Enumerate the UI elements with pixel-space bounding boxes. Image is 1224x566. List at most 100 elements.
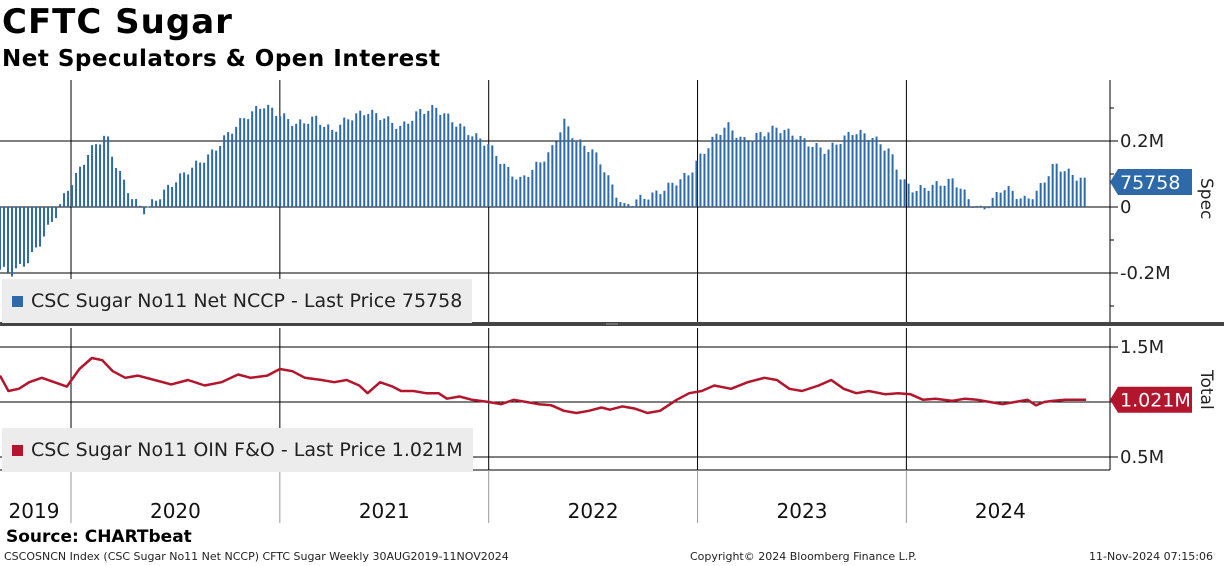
spec-bar <box>539 162 542 207</box>
spec-bar <box>375 113 378 207</box>
spec-bar <box>55 207 58 219</box>
spec-bar <box>599 164 602 207</box>
spec-bar <box>391 123 394 207</box>
spec-bar <box>27 207 30 264</box>
spec-bar <box>831 142 834 207</box>
spec-bar <box>843 135 846 207</box>
spec-bar <box>323 126 326 207</box>
spec-bar <box>7 207 10 273</box>
spec-bar <box>603 172 606 207</box>
spec-bar <box>591 149 594 207</box>
total-last-value-tag: 1.021M <box>1110 386 1192 413</box>
spec-bar <box>559 132 562 207</box>
spec-bar <box>991 197 994 207</box>
spec-bar <box>139 205 142 207</box>
spec-bar <box>791 135 794 207</box>
source-note: Source: CHARTbeat <box>6 527 192 547</box>
spec-bar <box>607 175 610 207</box>
spec-bar <box>1003 190 1006 207</box>
spec-bar <box>727 122 730 207</box>
spec-bar <box>335 131 338 207</box>
spec-bar <box>267 104 270 207</box>
spec-bar <box>311 116 314 207</box>
spec-bar <box>747 141 750 207</box>
spec-bar <box>75 172 78 207</box>
spec-bar <box>235 126 238 207</box>
spec-bar <box>1035 190 1038 207</box>
x-tick-label-1: 2020 <box>150 499 201 523</box>
spec-bar <box>35 207 38 248</box>
spec-bar <box>1039 182 1042 207</box>
spec-bar <box>987 207 990 209</box>
spec-bar <box>823 153 826 207</box>
spec-bar <box>203 162 206 207</box>
spec-bar <box>1019 198 1022 207</box>
spec-bar <box>919 185 922 207</box>
spec-bar <box>699 153 702 207</box>
spec-bar <box>851 135 854 207</box>
spec-bar <box>439 114 442 207</box>
spec-last-value-tag-text: 75758 <box>1120 172 1180 194</box>
spec-bar <box>907 183 910 207</box>
spec-bar <box>151 199 154 207</box>
spec-bar <box>839 143 842 207</box>
spec-bar <box>351 120 354 207</box>
spec-bar <box>543 161 546 207</box>
spec-bar <box>555 141 558 207</box>
spec-bar <box>107 136 110 207</box>
spec-bar <box>567 126 570 207</box>
spec-bar <box>291 125 294 207</box>
spec-bar <box>875 136 878 207</box>
spec-bar <box>415 111 418 207</box>
spec-bar <box>579 139 582 207</box>
spec-bar <box>715 133 718 207</box>
spec-bar <box>479 138 482 207</box>
spec-bar <box>495 156 498 207</box>
spec-bar <box>191 167 194 207</box>
x-tick-label-5: 2024 <box>975 499 1026 523</box>
spec-bar <box>175 182 178 207</box>
spec-bar <box>167 184 170 207</box>
spec-bar <box>663 190 666 207</box>
spec-bar <box>427 110 430 207</box>
spec-bar <box>227 132 230 207</box>
spec-bar <box>343 117 346 207</box>
spec-last-value-tag: 75758 <box>1110 168 1192 195</box>
spec-bar <box>499 163 502 207</box>
spec-bar <box>159 199 162 207</box>
spec-bar <box>1023 195 1026 207</box>
spec-bar <box>859 129 862 207</box>
spec-axis-title: Spec <box>1196 178 1216 220</box>
spec-bar <box>231 133 234 207</box>
x-tick-label-3: 2022 <box>568 499 619 523</box>
spec-bar <box>675 185 678 207</box>
spec-bar <box>251 111 254 207</box>
footer-index-info: CSCOSNCN Index (CSC Sugar No11 Net NCCP)… <box>4 550 509 563</box>
spec-bar <box>47 207 50 225</box>
spec-bar <box>959 188 962 207</box>
spec-bar <box>623 203 626 207</box>
spec-bar <box>475 133 478 207</box>
spec-bar <box>855 134 858 207</box>
spec-bar <box>983 207 986 210</box>
spec-bar <box>287 119 290 207</box>
spec-bar <box>1079 177 1082 207</box>
spec-bar <box>631 205 634 207</box>
spec-bar <box>23 207 26 267</box>
spec-bar <box>587 152 590 207</box>
spec-bar <box>511 176 514 207</box>
spec-bar <box>207 154 210 207</box>
spec-bar <box>327 124 330 207</box>
spec-bar <box>455 126 458 207</box>
spec-bar <box>751 140 754 207</box>
spec-bar <box>31 207 34 253</box>
spec-bar <box>19 207 22 264</box>
spec-bar <box>679 179 682 207</box>
spec-bar <box>787 128 790 207</box>
spec-bar <box>963 189 966 207</box>
spec-bar <box>355 113 358 207</box>
spec-bar <box>923 187 926 207</box>
spec-bar <box>135 198 138 207</box>
spec-bar <box>115 168 118 207</box>
